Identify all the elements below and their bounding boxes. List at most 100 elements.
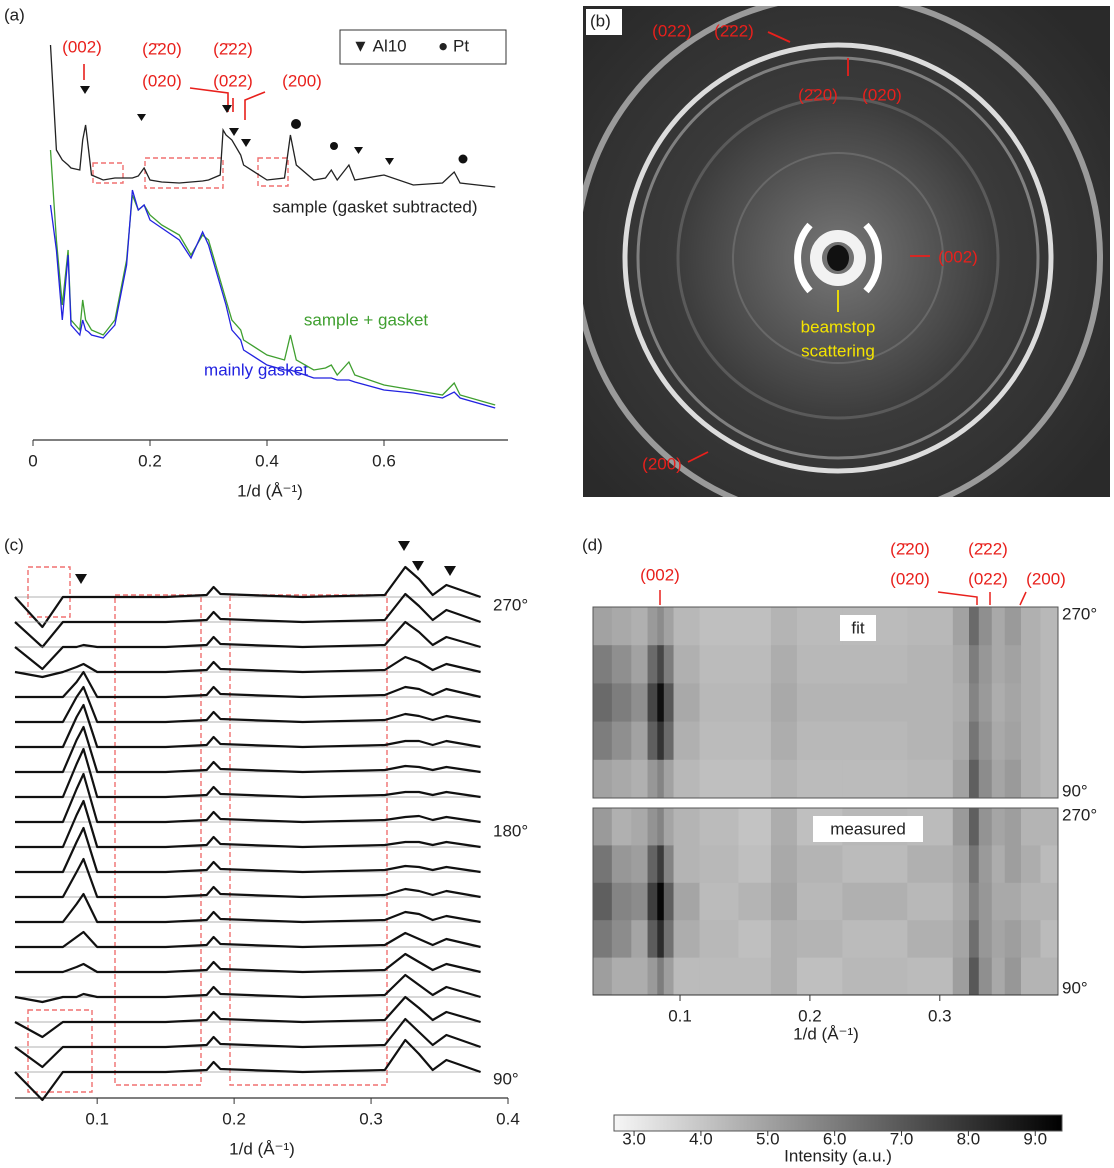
heatmap-cell xyxy=(770,721,798,761)
heatmap-cell xyxy=(673,920,701,959)
heatmap-cell xyxy=(796,607,843,646)
dashed-boxes xyxy=(92,157,289,189)
x-axis-label: 1/d (Å⁻¹) xyxy=(237,481,303,500)
heatmap-cell xyxy=(673,645,701,684)
series-label: sample (gasket subtracted) xyxy=(272,197,477,216)
heatmap-cell xyxy=(699,721,739,761)
heatmap-cell xyxy=(657,645,665,684)
heatmap-cell xyxy=(611,683,632,723)
peak-markers xyxy=(75,541,456,584)
heatmap-cell xyxy=(1004,845,1022,884)
heatmap-cell xyxy=(738,721,772,761)
colorbar xyxy=(613,1114,1063,1132)
spectrum-line xyxy=(49,149,496,406)
heatmap-cell xyxy=(796,721,843,761)
heatmap-cell xyxy=(673,759,701,799)
panel-a: (a) ▼ Al10 ● Pt (002) (2̄20) (020) (2̄22… xyxy=(4,5,508,500)
peak-label: (002) xyxy=(640,565,680,584)
heatmap-cell xyxy=(796,882,843,921)
heatmap-cell xyxy=(770,645,798,684)
heatmap-cell xyxy=(663,920,675,959)
heatmap-cell xyxy=(1020,607,1041,646)
heatmap-cell xyxy=(1004,808,1022,846)
heatmap-cell xyxy=(1020,645,1041,684)
x-tick-label: 0.4 xyxy=(496,1109,520,1128)
heatmap-cell xyxy=(673,721,701,761)
heatmap-cell xyxy=(1040,845,1059,884)
ring-label: (2̄22) xyxy=(714,21,754,40)
heatmap-cell xyxy=(842,759,908,799)
x-tick-label: 0.2 xyxy=(138,451,162,470)
colorbar-tick-label: 6.0 xyxy=(823,1129,847,1148)
heatmap-cell xyxy=(1004,645,1022,684)
heatmap-cell xyxy=(611,920,632,959)
heatmap-cell xyxy=(991,957,1006,996)
heatmap-cell xyxy=(796,957,843,996)
heatmap-cell xyxy=(611,845,632,884)
heatmap-cell xyxy=(842,683,908,723)
row-label: 90° xyxy=(1062,978,1088,997)
heatmap-cell xyxy=(1020,845,1041,884)
peak-label: (022) xyxy=(213,71,253,90)
profile-line xyxy=(15,670,481,699)
heatmap-cell xyxy=(611,759,632,799)
heatmap-cell xyxy=(647,607,658,646)
heatmap-cell xyxy=(699,645,739,684)
heatmap-cell xyxy=(952,683,970,723)
heatmap-cell xyxy=(1020,683,1041,723)
row-label: 180° xyxy=(493,821,528,840)
heatmap-cell xyxy=(657,957,665,996)
heatmap-cell xyxy=(631,645,649,684)
heatmap-cell xyxy=(991,845,1006,884)
profile-line xyxy=(15,952,481,974)
panel-label: (d) xyxy=(582,535,603,554)
leader-lines xyxy=(659,590,1027,606)
heatmap-cell xyxy=(770,845,798,884)
heatmap-cell xyxy=(842,882,908,921)
heatmap-cell xyxy=(738,957,772,996)
label-box xyxy=(586,9,622,35)
spectrum-line xyxy=(49,44,496,188)
heatmap-cell xyxy=(673,845,701,884)
heatmap-cell xyxy=(631,721,649,761)
profile-line xyxy=(14,995,481,1039)
heatmap-cell xyxy=(952,882,970,921)
heatmap-cell xyxy=(907,759,954,799)
peak-markers xyxy=(80,86,468,165)
peak-label: (022) xyxy=(968,569,1008,588)
profile-line xyxy=(14,973,481,1004)
heatmap-cell xyxy=(593,759,613,799)
heatmap-cell xyxy=(663,759,675,799)
heatmap-cell xyxy=(631,607,649,646)
heatmap-cell xyxy=(611,808,632,846)
heatmap-cell xyxy=(978,845,993,884)
heatmap-cell xyxy=(1004,607,1022,646)
heatmap-cell xyxy=(699,957,739,996)
heatmap-cell xyxy=(647,721,658,761)
heatmap-cell xyxy=(738,683,772,723)
heatmap-cell xyxy=(663,882,675,921)
heatmap-cell xyxy=(647,645,658,684)
heatmap-cell xyxy=(631,845,649,884)
colorbar-tick-label: 8.0 xyxy=(957,1129,981,1148)
heatmap-cell xyxy=(796,759,843,799)
peak-label: (020) xyxy=(142,71,182,90)
heatmap-cell xyxy=(738,845,772,884)
heatmap-cell xyxy=(1040,808,1059,846)
heatmap-cell xyxy=(907,683,954,723)
heatmap-cell xyxy=(969,645,980,684)
heatmap-cell xyxy=(1040,721,1059,761)
legend-box xyxy=(339,29,507,65)
heatmap-cell xyxy=(842,957,908,996)
heatmap-cell xyxy=(657,683,665,723)
heatmap-cell xyxy=(647,683,658,723)
heatmap-cell xyxy=(657,759,665,799)
heatmap-cell xyxy=(738,607,772,646)
heatmap-cell xyxy=(770,957,798,996)
x-axis-label: 1/d (Å⁻¹) xyxy=(793,1024,859,1043)
heatmap-cell xyxy=(842,645,908,684)
heatmap-cell xyxy=(699,845,739,884)
heatmap-cell xyxy=(991,721,1006,761)
heatmap-cell xyxy=(978,645,993,684)
heatmap-cell xyxy=(770,683,798,723)
